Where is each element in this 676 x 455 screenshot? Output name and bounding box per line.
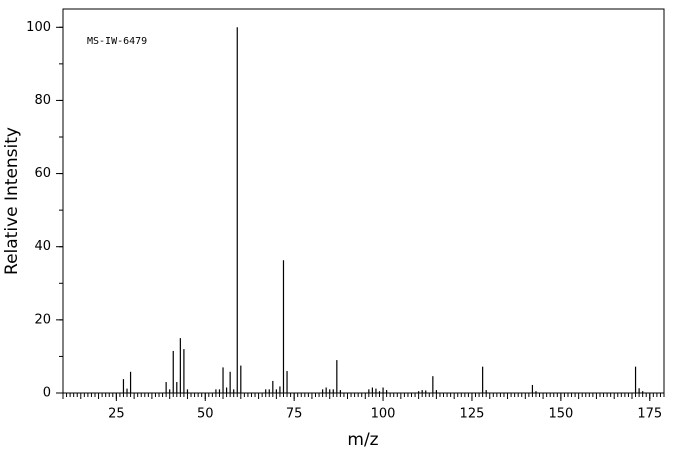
y-tick-label: 20 (34, 312, 51, 327)
y-tick-label: 100 (26, 20, 51, 35)
y-tick-label: 0 (43, 386, 51, 401)
plot-frame (62, 8, 665, 394)
x-tick-label: 150 (548, 407, 573, 422)
annotation: MS-IW-6479 (87, 36, 147, 47)
x-tick-label: 100 (371, 407, 396, 422)
x-tick-label: 25 (108, 407, 125, 422)
x-tick-label: 125 (460, 407, 485, 422)
x-axis-label: m/z (347, 430, 378, 450)
y-tick-label: 40 (34, 239, 51, 254)
y-tick-label: 60 (34, 166, 51, 181)
x-tick-label: 75 (286, 407, 303, 422)
y-axis-label: Relative Intensity (2, 127, 22, 275)
y-tick-label: 80 (34, 93, 51, 108)
x-tick-label: 175 (637, 407, 662, 422)
x-tick-label: 50 (197, 407, 214, 422)
